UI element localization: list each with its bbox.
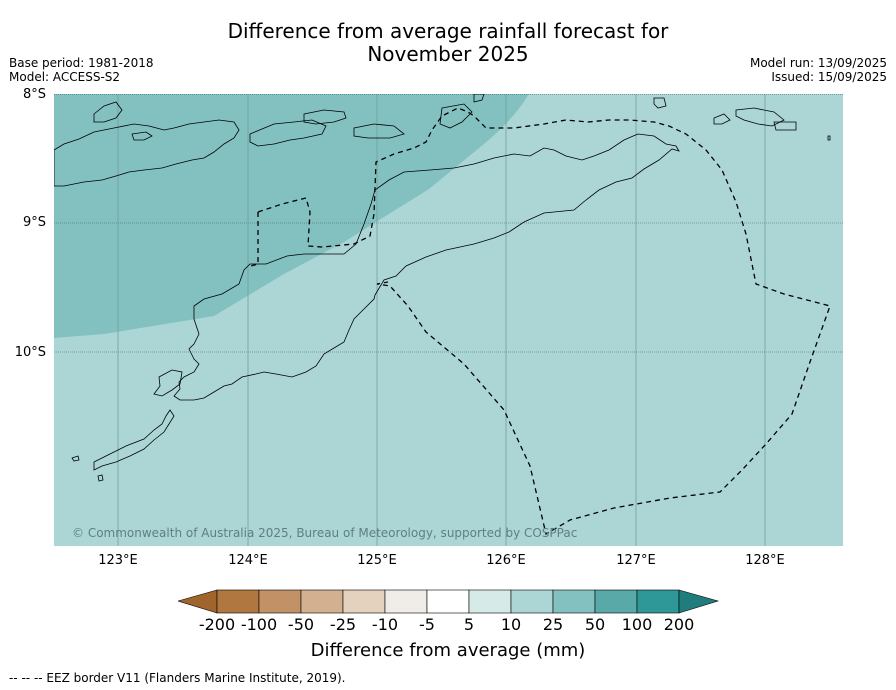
colorbar-tick: 50 [584,615,606,634]
meta-left: Base period: 1981-2018 Model: ACCESS-S2 [9,56,154,84]
colorbar-tick: -25 [329,615,357,634]
colorbar-swatch [216,589,260,614]
colorbar [176,589,720,619]
lon-label-123e: 123°E [98,553,138,568]
flores-coastline [54,119,240,187]
island-coastline [827,135,831,141]
colorbar-tick: 5 [463,615,475,634]
colorbar-tick: -5 [419,615,435,634]
colorbar-swatch [300,589,344,614]
colorbar-tick: 25 [542,615,564,634]
lon-gridlines [117,94,766,546]
eez-border-timor-leste [250,107,831,536]
colorbar-swatch [636,589,680,614]
island-coastline [303,109,347,125]
timor-coastline [173,133,680,401]
pantar-coastline [131,131,153,141]
colorbar-tick: 200 [663,615,695,634]
colorbar-label: Difference from average (mm) [310,640,586,661]
lon-label-124e: 124°E [228,553,268,568]
ndao-coastline [71,455,80,462]
colorbar-tick: 10 [500,615,522,634]
colorbar-extend-right [678,589,720,614]
model-text: Model: ACCESS-S2 [9,70,121,84]
island-coastline [713,113,731,125]
copyright-text: © Commonwealth of Australia 2025, Bureau… [72,526,578,540]
colorbar-tick: -50 [287,615,315,634]
colorbar-swatch [510,589,554,614]
island-coastline [473,94,485,103]
eez-legend-note: -- -- -- EEZ border V11 (Flanders Marine… [9,671,346,685]
colorbar-tick: -100 [240,615,278,634]
lon-label-125e: 125°E [357,553,397,568]
map-title-line1: Difference from average rainfall forecas… [227,19,669,43]
lat-label-8s: 8°S [22,87,46,102]
colorbar-tick: 100 [621,615,653,634]
lon-label-128e: 128°E [745,553,785,568]
island-coastline [353,123,405,139]
colorbar-swatch [594,589,638,614]
map-area [54,94,843,546]
island-coastline [735,107,785,127]
map-title-line2: November 2025 [367,42,529,66]
rote-coastline [93,409,175,471]
colorbar-tick: -10 [371,615,399,634]
lat-gridlines [54,94,843,353]
island-coastline [773,121,797,131]
lon-label-127e: 127°E [616,553,656,568]
map-svg [54,94,843,546]
colorbar-svg [176,589,720,614]
lat-label-10s: 10°S [14,345,46,360]
issued-text: Issued: 15/09/2025 [771,70,887,84]
alor-coastline [93,101,123,123]
colorbar-swatch [384,589,428,614]
island-coastline [249,119,327,147]
meta-right: Model run: 13/09/2025 Issued: 15/09/2025 [750,56,887,84]
base-period-text: Base period: 1981-2018 [9,56,154,70]
island-coastline [653,97,667,109]
coastlines [54,94,831,482]
map-title: Difference from average rainfall forecas… [0,20,896,66]
semau-coastline [153,369,183,397]
eez-borders [250,107,831,536]
colorbar-swatch [552,589,596,614]
colorbar-tick: -200 [198,615,236,634]
islet-coastline [97,474,104,482]
colorbar-swatch [258,589,302,614]
lon-label-126e: 126°E [486,553,526,568]
colorbar-swatch [342,589,386,614]
colorbar-swatch [426,589,470,614]
colorbar-extend-left [176,589,218,614]
lat-label-9s: 9°S [22,215,46,230]
model-run-text: Model run: 13/09/2025 [749,56,887,70]
rainfall-band-25-50 [54,94,529,338]
wetar-coastline [439,103,473,129]
colorbar-swatch [468,589,512,614]
